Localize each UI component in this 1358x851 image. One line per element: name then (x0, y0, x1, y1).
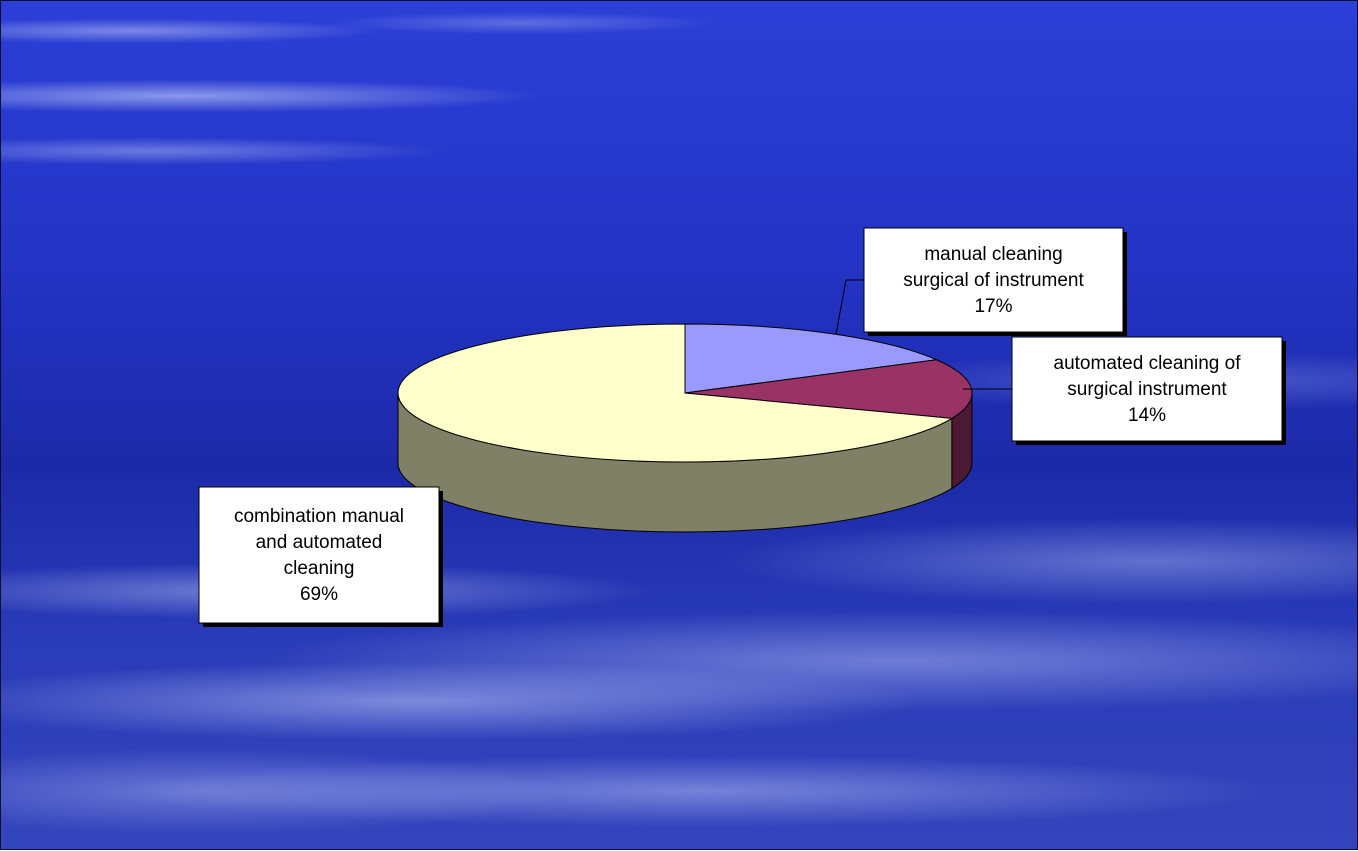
data-label-category: and automated (256, 532, 383, 553)
pie-slice (684, 323, 939, 394)
data-label-box (1011, 336, 1283, 442)
data-label: combination manual and automated cleaning 6… (198, 486, 443, 627)
data-label-category: cleaning (284, 558, 355, 579)
data-label-value: 17% (974, 296, 1012, 317)
data-label-category: combination manual (234, 506, 404, 527)
data-label-category: manual cleaning (924, 244, 1062, 265)
data-label: manual cleaning surgical of instrument 17% (863, 227, 1127, 336)
data-label-box (198, 486, 440, 624)
pie-slice (397, 323, 954, 463)
data-label-category: surgical of instrument (903, 270, 1084, 291)
data-label-category: surgical instrument (1067, 379, 1227, 400)
leader-line (835, 279, 864, 335)
data-label-value: 14% (1128, 405, 1166, 426)
data-label: automated cleaning of surgical instrument… (1011, 336, 1286, 445)
data-label-value: 69% (300, 584, 338, 605)
data-label-box (863, 227, 1124, 333)
data-label-category: automated cleaning of (1054, 353, 1242, 374)
